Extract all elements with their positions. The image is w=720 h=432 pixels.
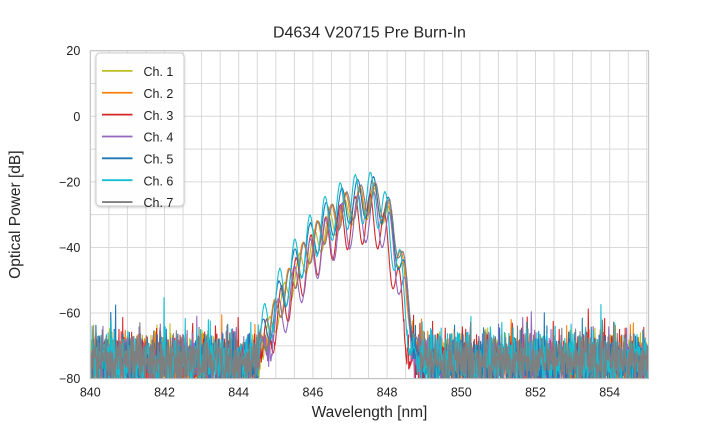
svg-text:−80: −80 <box>59 372 80 386</box>
svg-text:Wavelength [nm]: Wavelength [nm] <box>312 404 428 421</box>
svg-text:0: 0 <box>73 110 80 124</box>
svg-text:852: 852 <box>525 386 546 400</box>
svg-text:D4634 V20715 Pre Burn-In: D4634 V20715 Pre Burn-In <box>273 25 466 42</box>
svg-text:854: 854 <box>599 386 620 400</box>
svg-text:Optical Power [dB]: Optical Power [dB] <box>7 150 24 278</box>
svg-text:848: 848 <box>377 386 398 400</box>
svg-text:−60: −60 <box>59 307 80 321</box>
svg-text:842: 842 <box>154 386 175 400</box>
svg-text:20: 20 <box>66 44 80 58</box>
svg-text:850: 850 <box>451 386 472 400</box>
svg-text:Ch. 5: Ch. 5 <box>144 153 174 167</box>
svg-text:Ch. 2: Ch. 2 <box>144 87 174 101</box>
svg-text:846: 846 <box>302 386 323 400</box>
svg-text:840: 840 <box>80 386 101 400</box>
svg-text:Ch. 1: Ch. 1 <box>144 65 174 79</box>
svg-text:−20: −20 <box>59 175 80 189</box>
svg-text:Ch. 7: Ch. 7 <box>144 196 174 210</box>
svg-text:Ch. 3: Ch. 3 <box>144 109 174 123</box>
svg-text:−40: −40 <box>59 241 80 255</box>
svg-text:Ch. 4: Ch. 4 <box>144 131 174 145</box>
svg-text:Ch. 6: Ch. 6 <box>144 174 174 188</box>
svg-text:844: 844 <box>228 386 249 400</box>
